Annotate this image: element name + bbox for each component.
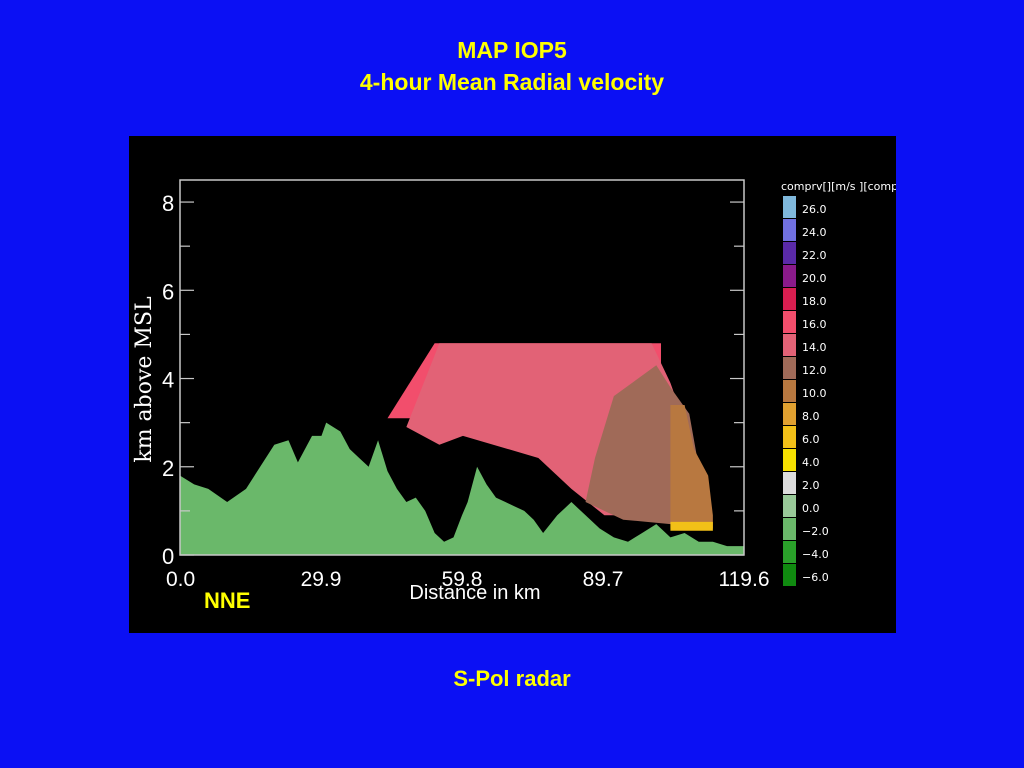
colorbar-label: 26.0 bbox=[802, 203, 827, 216]
velocity-cross-section-chart: 0 2 4 6 8 0.0 29.9 59.8 89.7 119.6 Distance in km k… bbox=[132, 179, 896, 604]
colorbar-swatch bbox=[783, 472, 796, 494]
colorbar-swatch bbox=[783, 265, 796, 287]
colorbar-swatch bbox=[783, 242, 796, 264]
colorbar-label: 16.0 bbox=[802, 318, 827, 331]
colorbar-swatch bbox=[783, 518, 796, 540]
plot-frame bbox=[179, 179, 745, 556]
terrain-area bbox=[180, 422, 744, 555]
direction-label: NNE bbox=[204, 588, 251, 613]
colorbar-swatch bbox=[783, 219, 796, 241]
y-tick-label: 0 bbox=[162, 544, 174, 569]
velocity-region-10-0 bbox=[670, 405, 713, 529]
colorbar-swatch bbox=[783, 311, 796, 333]
colorbar-swatch bbox=[783, 403, 796, 425]
x-tick-label: 89.7 bbox=[583, 568, 624, 591]
colorbar-label: 12.0 bbox=[802, 364, 827, 377]
velocity-region-6-0 bbox=[670, 521, 713, 531]
y-tick-label: 6 bbox=[162, 279, 174, 304]
colorbar-label: 14.0 bbox=[802, 341, 827, 354]
colorbar-label: 8.0 bbox=[802, 410, 820, 423]
slide-title-line1: MAP IOP5 bbox=[457, 37, 567, 63]
colorbar-label: 18.0 bbox=[802, 295, 827, 308]
colorbar-label: −6.0 bbox=[802, 571, 829, 584]
y-tick-label: 8 bbox=[162, 191, 174, 216]
colorbar-label: 22.0 bbox=[802, 249, 827, 262]
colorbar-swatch bbox=[783, 541, 796, 563]
colorbar-label: 20.0 bbox=[802, 272, 827, 285]
x-axis-label: Distance in km bbox=[409, 582, 540, 604]
x-tick-label: 0.0 bbox=[166, 568, 195, 591]
y-axis-label: km above MSL bbox=[132, 296, 157, 463]
colorbar-swatch bbox=[783, 334, 796, 356]
radar-figure: 0 2 4 6 8 0.0 29.9 59.8 89.7 119.6 Distance in km k… bbox=[129, 136, 896, 633]
colorbar-swatch bbox=[783, 564, 796, 586]
slide-title: MAP IOP5 4-hour Mean Radial velocity bbox=[0, 34, 1024, 98]
colorbar-swatch bbox=[783, 380, 796, 402]
colorbar-label: 24.0 bbox=[802, 226, 827, 239]
footer-caption: S-Pol radar bbox=[453, 666, 571, 691]
x-tick-label: 59.8 bbox=[442, 568, 483, 591]
y-tick-label: 4 bbox=[162, 368, 174, 393]
colorbar-swatch bbox=[783, 196, 796, 218]
colorbar-label: 6.0 bbox=[802, 433, 820, 446]
slide-title-line2: 4-hour Mean Radial velocity bbox=[359, 69, 665, 95]
colorbar-swatch bbox=[783, 288, 796, 310]
colorbar-swatch bbox=[783, 449, 796, 471]
colorbar-label: 2.0 bbox=[802, 479, 820, 492]
colorbar-label: 4.0 bbox=[802, 456, 820, 469]
x-tick-label: 29.9 bbox=[301, 568, 342, 591]
colorbar-swatch bbox=[783, 426, 796, 448]
y-tick-label: 2 bbox=[162, 456, 174, 481]
x-tick-label: 119.6 bbox=[719, 568, 770, 591]
colorbar-label: −4.0 bbox=[802, 548, 829, 561]
colorbar-label: −2.0 bbox=[802, 525, 829, 538]
colorbar-swatch bbox=[783, 495, 796, 517]
colorbar-label: 0.0 bbox=[802, 502, 820, 515]
colorbar-label: 10.0 bbox=[802, 387, 827, 400]
colorbar-swatch bbox=[783, 357, 796, 379]
colorbar-title: comprv[][m/s ][comp bbox=[781, 180, 896, 193]
